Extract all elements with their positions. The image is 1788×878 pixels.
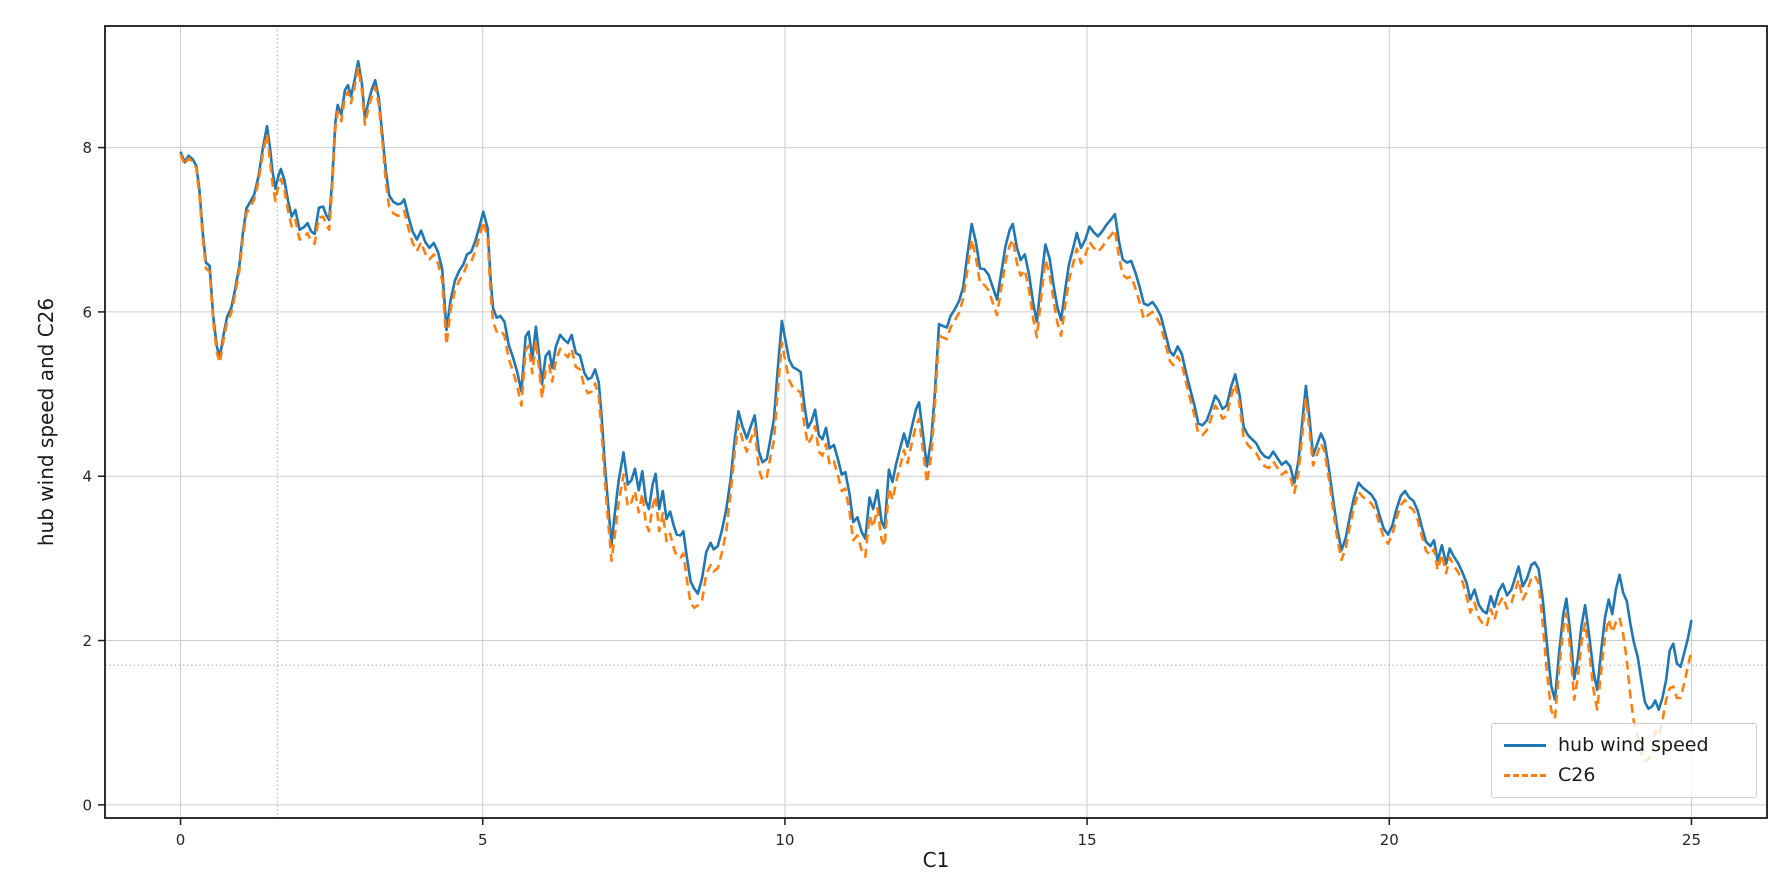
x-axis-label: C1 bbox=[922, 848, 950, 872]
legend-entry-hub-wind-speed: hub wind speed bbox=[1504, 731, 1746, 760]
legend-line-sample-dashed-icon bbox=[1504, 774, 1546, 777]
x-tick-label: 25 bbox=[1682, 831, 1701, 849]
x-tick-label: 20 bbox=[1380, 831, 1399, 849]
legend-entry-c26: C26 bbox=[1504, 761, 1746, 790]
series-line-hub-wind-speed bbox=[179, 59, 1693, 711]
y-tick-label: 6 bbox=[82, 303, 92, 321]
x-tick-label: 0 bbox=[176, 831, 186, 849]
x-tick-label: 10 bbox=[775, 831, 794, 849]
series-line-c26 bbox=[179, 66, 1693, 763]
axes-spines bbox=[104, 25, 1768, 819]
y-tick-label: 4 bbox=[82, 468, 92, 486]
y-tick-label: 2 bbox=[82, 632, 92, 650]
legend-line-sample-solid-icon bbox=[1504, 744, 1546, 747]
legend: hub wind speed C26 bbox=[1491, 723, 1757, 798]
legend-label: hub wind speed bbox=[1558, 734, 1709, 756]
legend-label: C26 bbox=[1558, 764, 1596, 786]
y-tick-label: 0 bbox=[82, 796, 92, 814]
y-tick-label: 8 bbox=[82, 139, 92, 157]
y-axis-label: hub wind speed and C26 bbox=[34, 297, 58, 547]
x-tick-label: 15 bbox=[1078, 831, 1097, 849]
x-tick-label: 5 bbox=[478, 831, 488, 849]
